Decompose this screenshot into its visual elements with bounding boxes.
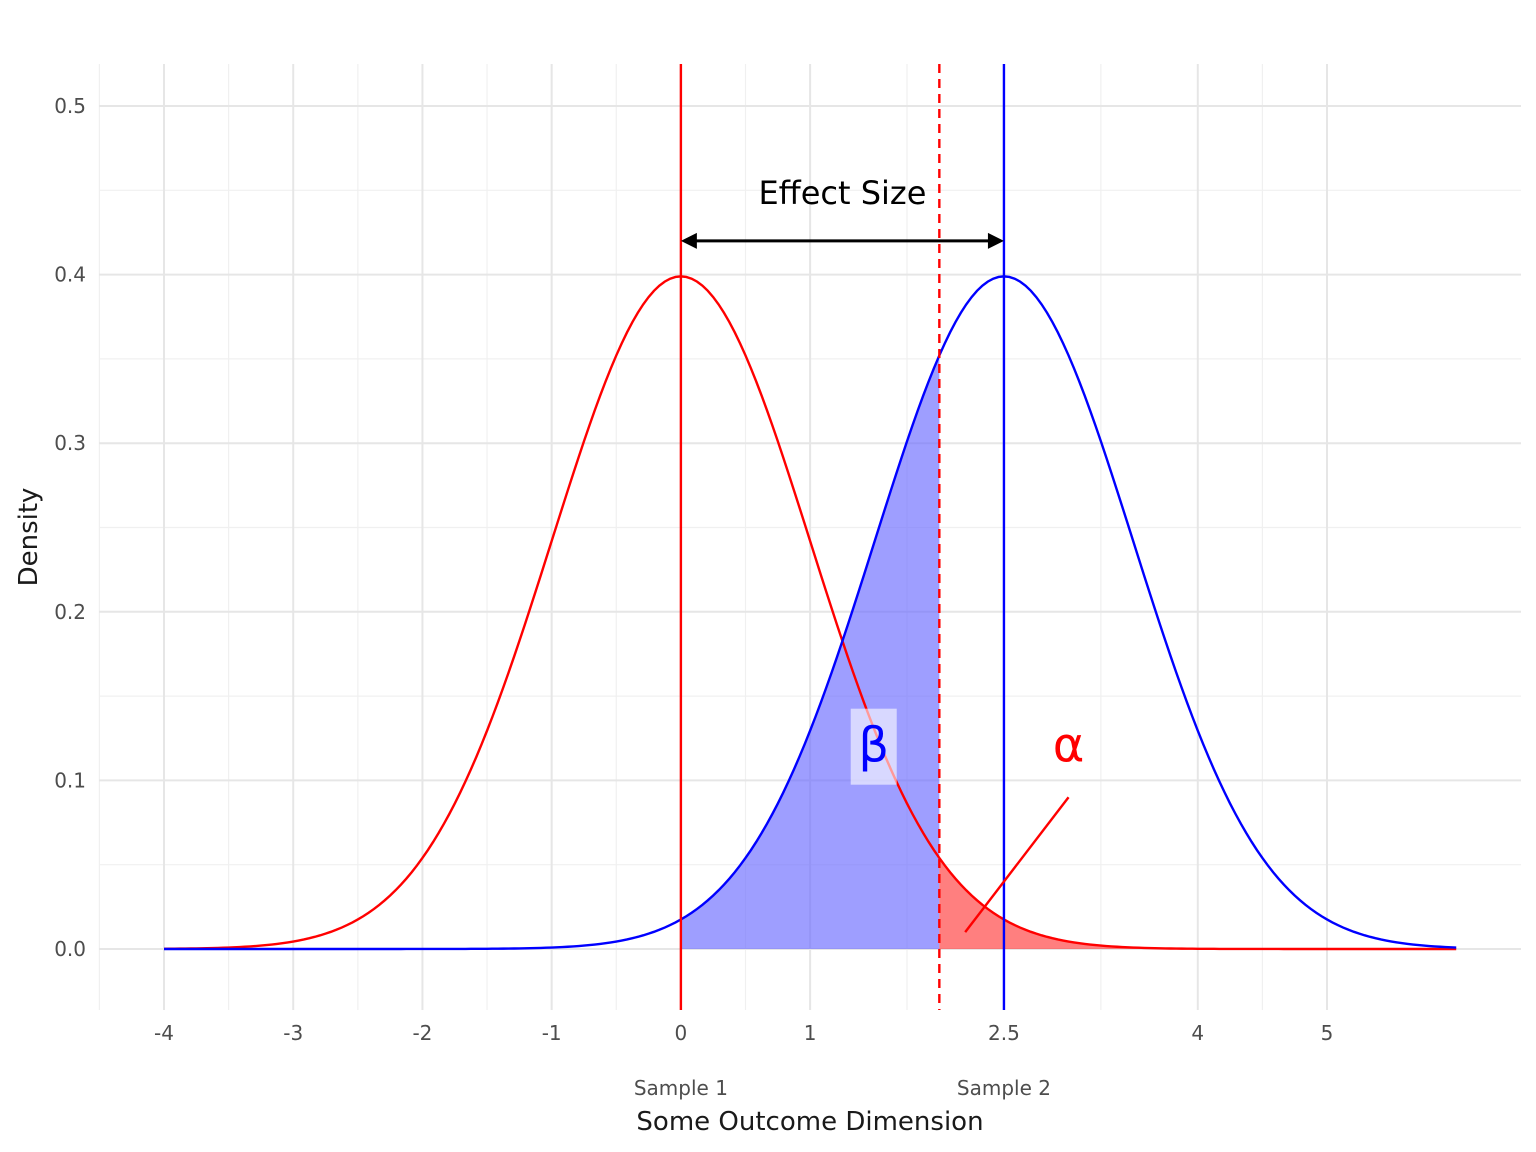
y-tick-label: 0.2: [54, 600, 86, 624]
y-tick-label: 0.0: [54, 937, 86, 961]
beta-region: [680, 355, 940, 949]
annotations: Effect Size β α: [680, 174, 1085, 933]
y-tick-label: 0.5: [54, 94, 86, 118]
alpha-pointer-line: [964, 796, 1070, 933]
alpha-region: [939, 857, 1457, 949]
sample-1-density-curve: [163, 275, 1457, 951]
x-tick-label: -2: [412, 1021, 432, 1045]
beta-label: β: [858, 718, 889, 774]
reference-lines: [679, 64, 1006, 1010]
x-axis-title: Some Outcome Dimension: [636, 1107, 983, 1137]
axis-ticks: -4 -3 -2 -1 0 1 2.5 4 5 0.0 0.1 0.2 0.3 0.4 0.5 Sample …: [54, 94, 1333, 1100]
x-tick-label: 1: [804, 1021, 817, 1045]
sample-2-density-curve: [164, 275, 1457, 951]
x-tick-label: 2.5: [988, 1021, 1020, 1045]
alpha-label: α: [1053, 718, 1085, 774]
y-tick-label: 0.1: [54, 768, 86, 792]
x-tick-label: 5: [1321, 1021, 1334, 1045]
x-tick-label: 4: [1191, 1021, 1204, 1045]
sample-label: Sample 1: [634, 1076, 728, 1100]
effect-size-arrowhead-left: [680, 232, 697, 249]
sample-label: Sample 2: [957, 1076, 1051, 1100]
x-tick-label: 0: [675, 1021, 688, 1045]
effect-size-label: Effect Size: [758, 174, 926, 212]
x-tick-label: -1: [542, 1021, 562, 1045]
shaded-regions: [680, 355, 1457, 949]
y-tick-label: 0.3: [54, 431, 86, 455]
effect-size-arrowhead-right: [987, 232, 1004, 249]
y-axis-title: Density: [14, 488, 44, 587]
x-tick-label: -4: [154, 1021, 174, 1045]
y-tick-label: 0.4: [54, 263, 86, 287]
beta-label-background: [850, 708, 897, 785]
density-curves: [163, 275, 1457, 951]
x-tick-label: -3: [283, 1021, 303, 1045]
